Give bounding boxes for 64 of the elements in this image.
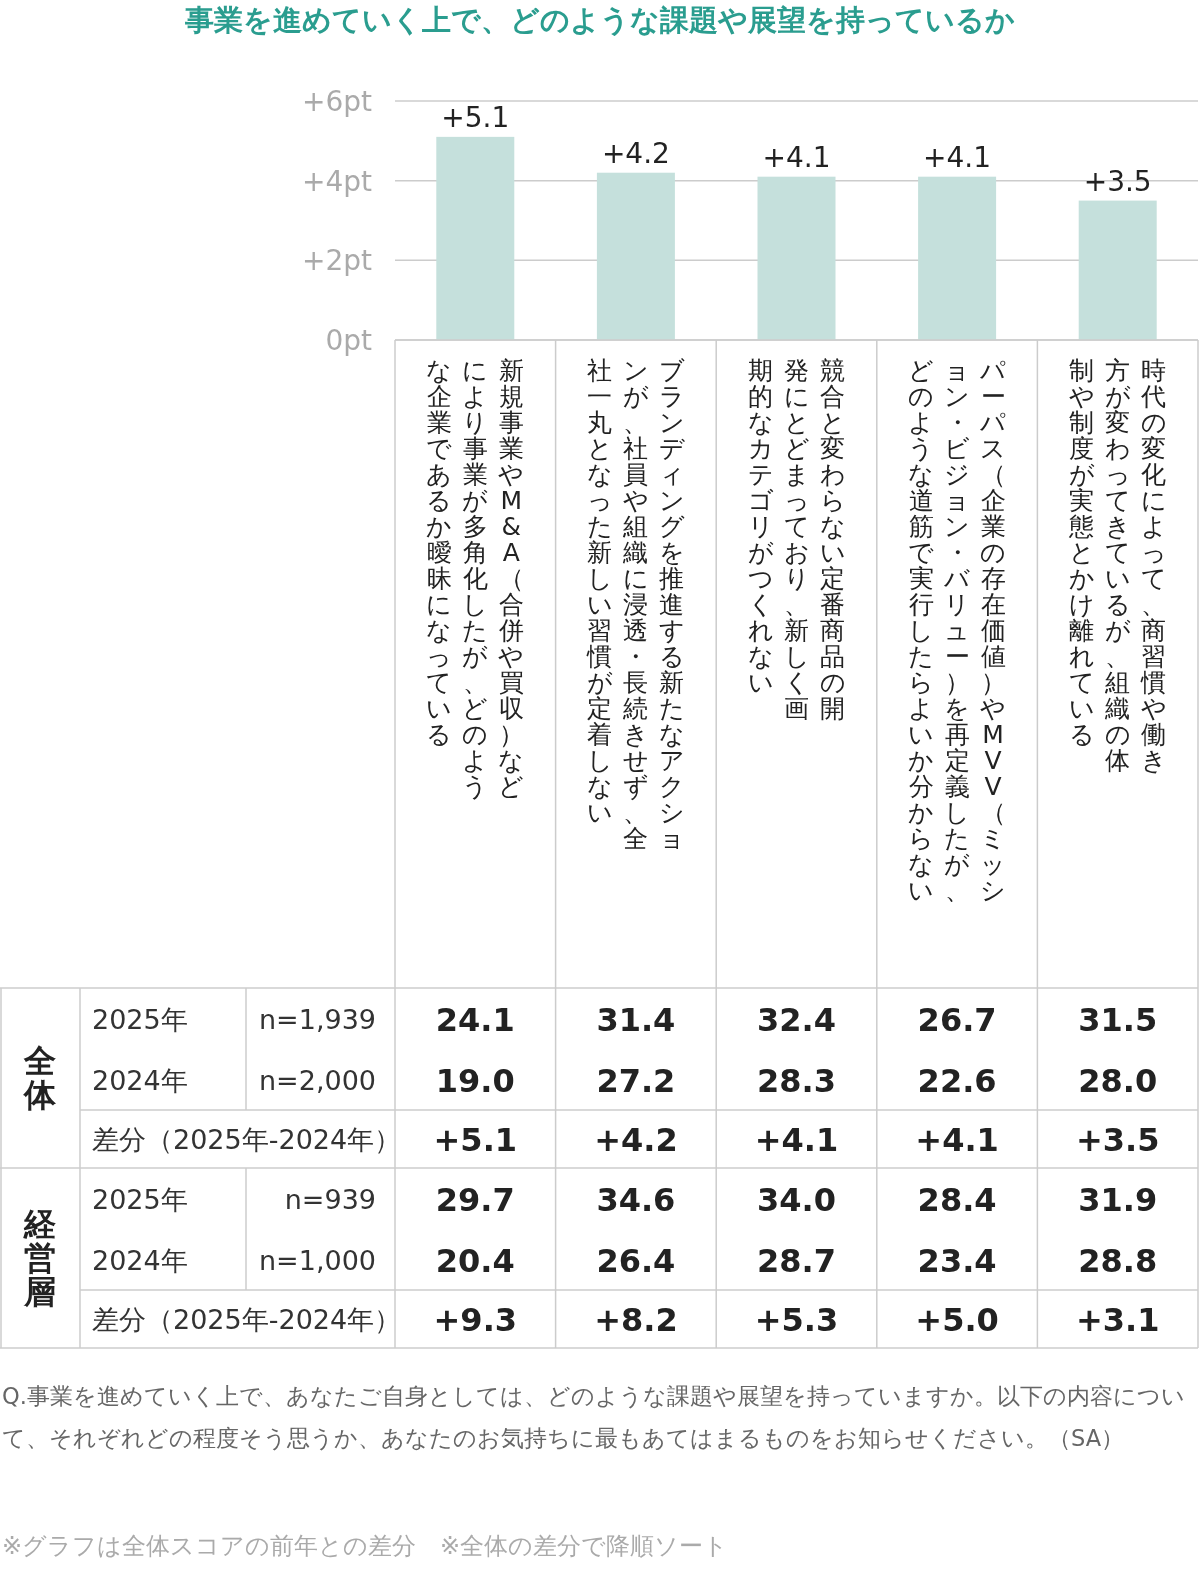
data-label: 22.6: [917, 1061, 997, 1100]
category-label: 時代の変化によって、商習慣や働き方が変わってきているが、組織の体制や制度が実態とかけ離れている: [1068, 356, 1167, 775]
category-label: 新規事業やM&A（合併や買収）などにより事業が多角化したが、どのような企業であるか曖昧になっている: [426, 356, 525, 801]
y2-tick-label: n=2,000: [258, 1064, 376, 1096]
data-label: +4.1: [923, 140, 992, 174]
data-label: +5.1: [441, 100, 510, 134]
data-label: 26.4: [596, 1241, 676, 1280]
data-label: +9.3: [433, 1301, 518, 1339]
text: 全体: [22, 1042, 57, 1114]
y-tick-label: +2pt: [301, 244, 373, 278]
bar: [918, 176, 997, 340]
bar: [596, 172, 675, 340]
y-tick-label: 2025年: [92, 1183, 188, 1215]
data-label: 29.7: [435, 1180, 515, 1219]
data-label: 31.5: [1078, 1000, 1158, 1039]
data-label: +5.3: [754, 1301, 839, 1339]
data-label: +3.5: [1075, 1121, 1160, 1159]
category-label: 競合と変わらない定番商品の開発にとどまっており、新しく画期的なカテゴリがつくれない: [747, 356, 846, 723]
data-label: +4.1: [762, 140, 831, 174]
data-label: +5.1: [433, 1121, 518, 1159]
data-label: 23.4: [917, 1241, 997, 1280]
data-label: 20.4: [435, 1241, 515, 1280]
y-tick-label: 0pt: [325, 324, 373, 357]
data-label: 28.4: [917, 1180, 997, 1219]
y-tick-label: 2024年: [92, 1064, 188, 1096]
data-label: 32.4: [757, 1000, 836, 1039]
y-tick-label: 差分（2025年-2024年）: [92, 1304, 402, 1335]
y2-tick-label: n=1,939: [258, 1003, 376, 1035]
y2-tick-label: n=939: [284, 1183, 376, 1215]
y-tick-label: +6pt: [301, 85, 373, 118]
data-label: 19.0: [435, 1061, 515, 1100]
text: ※グラフは全体スコアの前年との差分 ※全体の差分で降順ソート: [2, 1531, 730, 1562]
data-label: 34.6: [596, 1180, 676, 1219]
data-label: 34.0: [757, 1180, 836, 1219]
bar: [436, 136, 515, 340]
data-label: 28.7: [757, 1241, 836, 1280]
data-label: 27.2: [596, 1061, 676, 1100]
y-tick-label: 2025年: [92, 1003, 188, 1035]
data-label: 28.3: [757, 1061, 836, 1100]
text: 経営層: [22, 1205, 57, 1311]
data-label: 31.9: [1078, 1180, 1158, 1219]
y-tick-label: 差分（2025年-2024年）: [92, 1124, 402, 1155]
text: Q.事業を進めていく上で、あなたご自身としては、どのような課題や展望を持っていますか。以下の内容について、それぞれどの程度そう思うか、あなたのお気持ちに最もあてはまるものをお知らせください。（SA）: [2, 1382, 1186, 1453]
data-label: 28.8: [1078, 1241, 1158, 1280]
data-label: +4.1: [754, 1121, 839, 1159]
y-tick-label: +4pt: [301, 164, 373, 198]
data-label: 31.4: [596, 1000, 676, 1039]
bar: [1078, 200, 1157, 340]
data-label: 28.0: [1078, 1061, 1158, 1100]
data-label: 24.1: [435, 1000, 515, 1039]
data-label: +4.2: [601, 136, 670, 170]
data-label: +5.0: [915, 1301, 999, 1339]
data-label: +3.5: [1083, 164, 1152, 198]
data-label: +8.2: [594, 1301, 678, 1339]
data-label: +4.2: [594, 1121, 678, 1159]
data-label: 26.7: [917, 1000, 997, 1039]
bar: [757, 176, 836, 340]
category-label: ブランディングを推進する新たなアクションが、社員や組織に浸透・長続きせず、全社一丸となった新しい習慣が定着しない: [586, 356, 685, 853]
category-label: パーパス（企業の存在価値）やMVV（ミッション・ビジョン・バリュー）を再定義したが、どのような道筋で実行したらよいか分からない: [908, 356, 1007, 905]
chart-title: 事業を進めていく上で、どのような課題や展望を持っているか: [184, 3, 1015, 37]
y-tick-label: 2024年: [92, 1244, 188, 1276]
data-label: +3.1: [1075, 1301, 1160, 1339]
data-label: +4.1: [915, 1121, 999, 1159]
y2-tick-label: n=1,000: [258, 1244, 376, 1276]
